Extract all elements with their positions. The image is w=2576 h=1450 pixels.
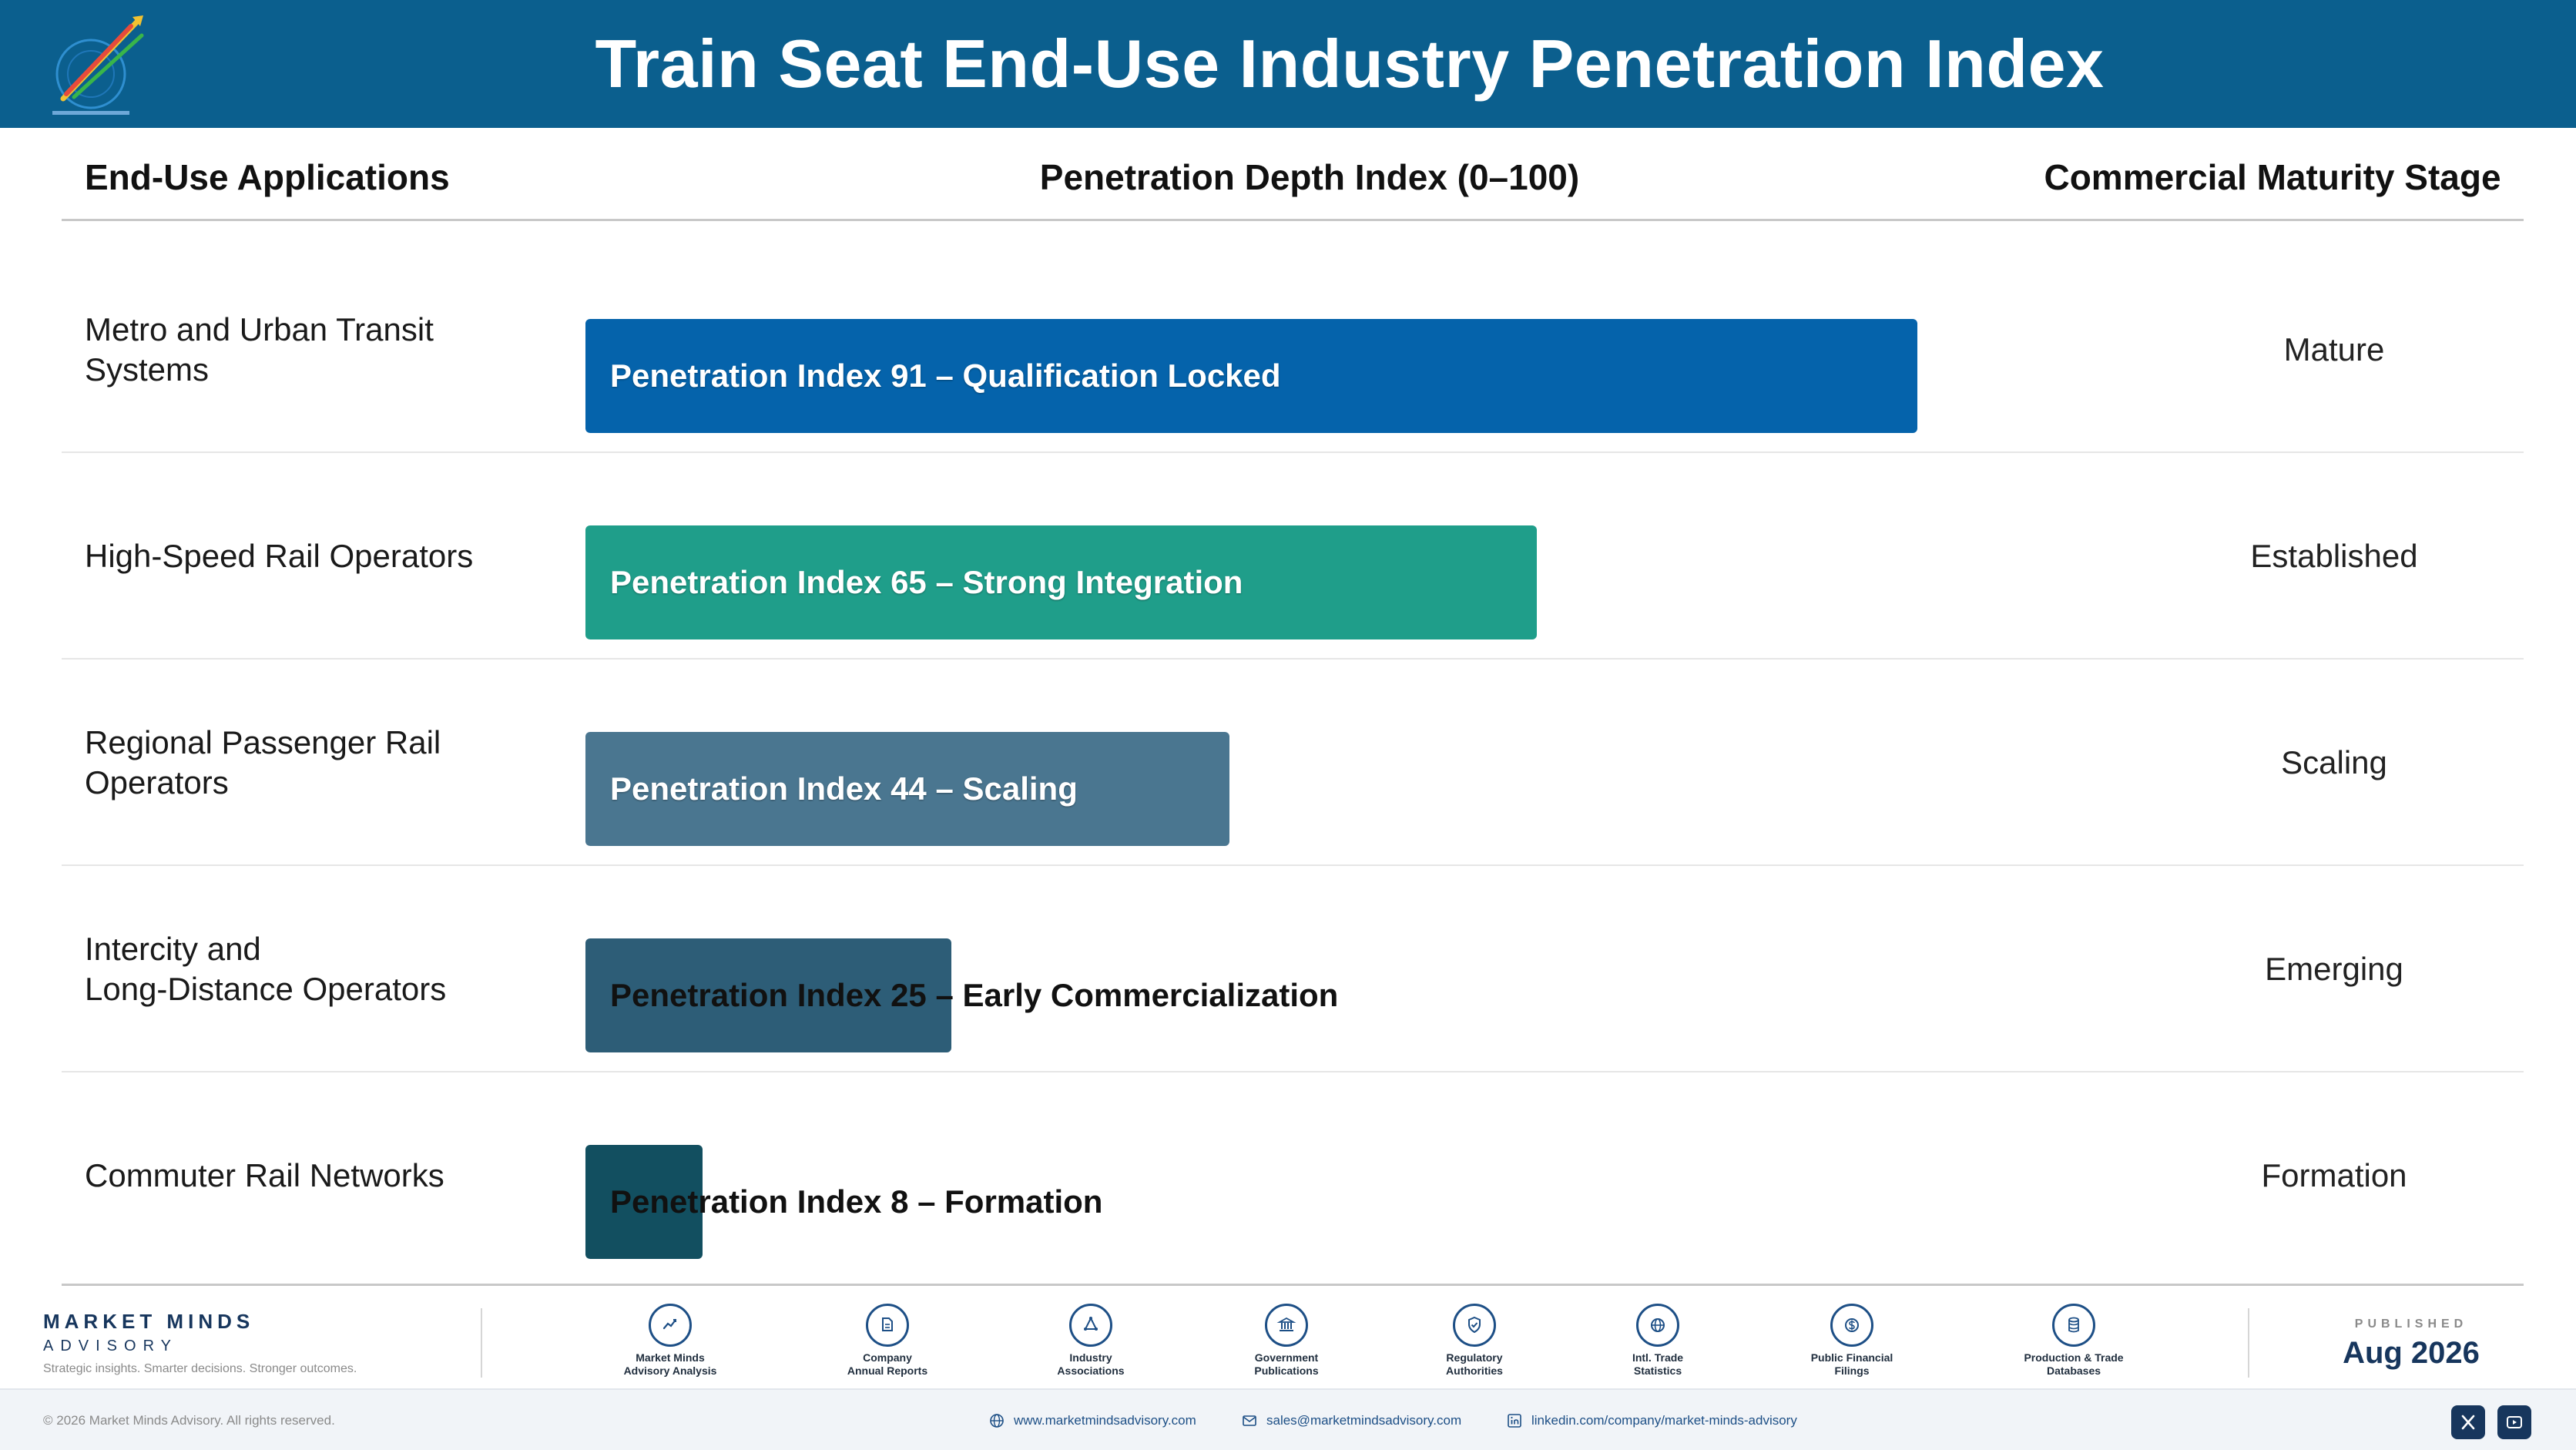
network-icon — [1069, 1304, 1112, 1347]
column-header-maturity-stage: Commercial Maturity Stage — [2044, 157, 2501, 197]
source-label: Industry Associations — [1057, 1351, 1125, 1377]
bar-data-label: Penetration Index 44 – Scaling — [610, 770, 1078, 807]
source-list: Market Minds Advisory Analysis Company An… — [539, 1304, 2142, 1384]
bar-data-label: Penetration Index 8 – Formation — [610, 1183, 1103, 1220]
table-row: Commuter Rail Networks Penetration Index … — [62, 1072, 2524, 1279]
row-divider — [62, 864, 2524, 866]
source-label: Market Minds Advisory Analysis — [623, 1351, 717, 1377]
government-building-icon — [1265, 1304, 1308, 1347]
category-label: Metro and Urban Transit Systems — [85, 311, 434, 388]
email-text: sales@marketmindsadvisory.com — [1266, 1413, 1462, 1428]
copyright-text: © 2026 Market Minds Advisory. All rights… — [43, 1413, 335, 1428]
table-row: Intercity and Long-Distance Operators Pen… — [62, 866, 2524, 1072]
table-row: Regional Passenger Rail Operators Penetra… — [62, 660, 2524, 866]
table-row: High-Speed Rail Operators Penetration Ind… — [62, 453, 2524, 660]
chart-bottom-divider — [62, 1284, 2524, 1286]
bar — [585, 1145, 703, 1259]
document-icon — [866, 1304, 909, 1347]
bar — [585, 938, 951, 1052]
footer-divider — [481, 1308, 482, 1378]
source-item: Company Annual Reports — [803, 1304, 972, 1378]
website-link[interactable]: www.marketmindsadvisory.com — [989, 1390, 1196, 1450]
published-label: PUBLISHED — [2354, 1317, 2468, 1331]
source-item: Public Financial Filings — [1767, 1304, 1937, 1378]
source-label: Government Publications — [1254, 1351, 1319, 1377]
source-item: Market Minds Advisory Analysis — [585, 1304, 755, 1378]
footer: MARKET MINDS ADVISORY Strategic insights… — [0, 1294, 2576, 1388]
maturity-stage: Formation — [2261, 1157, 2407, 1193]
maturity-stage: Mature — [2283, 331, 2385, 368]
bar-track: Penetration Index 65 – Strong Integratio… — [585, 525, 2049, 639]
linkedin-icon — [1508, 1414, 1521, 1428]
company-logo-icon — [52, 15, 144, 115]
footer-contact-bar: © 2026 Market Minds Advisory. All rights… — [0, 1388, 2576, 1450]
maturity-stage: Established — [2250, 538, 2418, 574]
source-label: Regulatory Authorities — [1446, 1351, 1503, 1377]
brand-subtitle: ADVISORY — [43, 1338, 178, 1354]
row-divider — [62, 658, 2524, 660]
category-label: Commuter Rail Networks — [85, 1157, 444, 1193]
bar-track: Penetration Index 8 – Formation — [585, 1145, 2049, 1259]
bar-data-label: Penetration Index 65 – Strong Integratio… — [610, 564, 1243, 600]
source-item: Regulatory Authorities — [1390, 1304, 1559, 1378]
bar — [585, 525, 1537, 639]
database-icon — [2052, 1304, 2095, 1347]
category-label: Intercity and Long-Distance Operators — [85, 931, 447, 1007]
maturity-stage: Scaling — [2281, 744, 2387, 780]
bar-data-label: Penetration Index 25 – Early Commerciali… — [610, 977, 1339, 1013]
linkedin-link[interactable]: linkedin.com/company/market-minds-adviso… — [1507, 1390, 1797, 1450]
source-item: Production & Trade Databases — [1989, 1304, 2158, 1378]
source-label: Intl. Trade Statistics — [1632, 1351, 1684, 1377]
source-label: Company Annual Reports — [847, 1351, 928, 1377]
brand-name: MARKET MINDS — [43, 1310, 255, 1333]
header-divider — [62, 219, 2524, 221]
source-label: Production & Trade Databases — [2024, 1351, 2124, 1377]
bar — [585, 319, 1917, 433]
source-label: Public Financial Filings — [1810, 1351, 1893, 1377]
column-header-applications: End-Use Applications — [85, 157, 450, 197]
published-date: Aug 2026 — [2343, 1336, 2480, 1370]
bar-track: Penetration Index 25 – Early Commerciali… — [585, 938, 2049, 1052]
row-divider — [62, 1071, 2524, 1072]
bar-track: Penetration Index 44 – Scaling — [585, 732, 2049, 846]
bar-data-label: Penetration Index 91 – Qualification Loc… — [610, 357, 1281, 394]
globe-icon — [1636, 1304, 1679, 1347]
column-header-penetration-index: Penetration Depth Index (0–100) — [1039, 157, 1580, 197]
youtube-icon — [2507, 1416, 2522, 1428]
email-link[interactable]: sales@marketmindsadvisory.com — [1242, 1390, 1461, 1450]
category-label: High-Speed Rail Operators — [85, 538, 474, 574]
page-title: Train Seat End-Use Industry Penetration … — [595, 25, 2105, 102]
youtube-social-button[interactable] — [2497, 1405, 2531, 1439]
source-item: Intl. Trade Statistics — [1573, 1304, 1742, 1378]
bar — [585, 732, 1229, 846]
x-logo-icon — [2461, 1415, 2475, 1430]
dollar-coin-icon — [1830, 1304, 1873, 1347]
bar-track: Penetration Index 91 – Qualification Loc… — [585, 319, 2049, 433]
mail-icon — [1243, 1415, 1256, 1426]
source-item: Industry Associations — [1006, 1304, 1176, 1378]
table-row: Metro and Urban Transit Systems Penetrati… — [62, 247, 2524, 453]
brand-tagline: Strategic insights. Smarter decisions. S… — [43, 1362, 357, 1375]
row-divider — [62, 451, 2524, 453]
category-label: Regional Passenger Rail Operators — [85, 724, 441, 801]
x-social-button[interactable] — [2451, 1405, 2485, 1439]
globe-icon — [990, 1414, 1004, 1428]
shield-check-icon — [1453, 1304, 1496, 1347]
website-text: www.marketmindsadvisory.com — [1014, 1413, 1196, 1428]
linkedin-text: linkedin.com/company/market-minds-adviso… — [1531, 1413, 1797, 1428]
header-banner: Train Seat End-Use Industry Penetration … — [0, 0, 2576, 128]
chart-line-icon — [649, 1304, 692, 1347]
source-item: Government Publications — [1202, 1304, 1371, 1378]
maturity-stage: Emerging — [2265, 951, 2403, 987]
footer-divider — [2248, 1308, 2249, 1378]
